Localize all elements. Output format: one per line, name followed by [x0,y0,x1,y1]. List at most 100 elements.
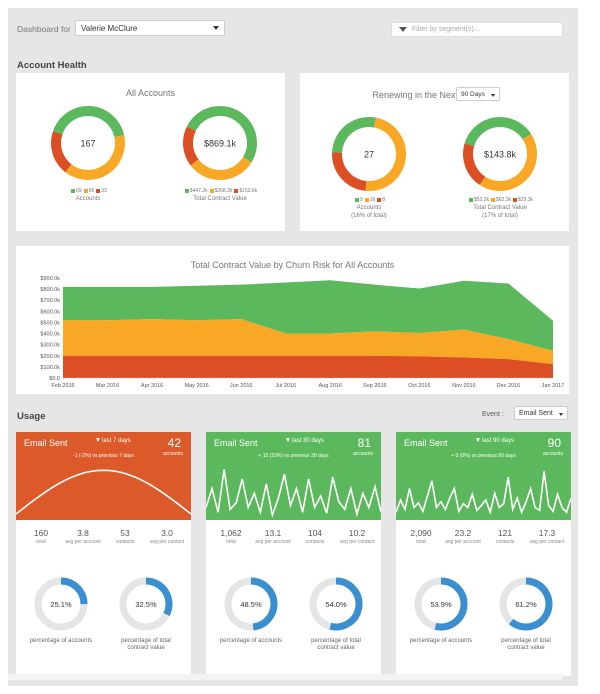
renewing-tcv-donut: $143.8k [463,117,537,191]
area-series [63,280,553,351]
usage-card-count: 90 [547,436,561,450]
y-tick-label: $100.0k [40,365,60,371]
filter-icon [399,27,407,32]
legend-value: $62.3k [495,197,511,203]
legend-swatch [377,197,382,202]
usage-stat-label: avg per account [255,539,291,545]
gauge-caption: percentage of accounts [409,638,473,644]
usage-stat: 10.2 avg per contact [337,528,377,545]
all-accounts-count: 167 [80,138,95,148]
usage-stats: 160 total 3.8 avg per account 53 contacts 3.0 a… [16,528,191,564]
usage-card-period[interactable]: last 30 days [286,438,324,444]
all-accounts-legend: 69 65 33 [43,188,133,194]
chart-title: Total Contract Value by Churn Risk for A… [190,260,395,270]
usage-stat-value: 17.3 [538,528,556,538]
donut-segment [51,131,72,173]
renewing-title: Renewing in the Next [372,90,458,100]
usage-stat-value: 104 [307,528,323,538]
usage-stat-label: total [416,539,426,545]
donut-segment [463,143,486,185]
legend-value: 16 [369,197,376,203]
renewing-tcv-value: $143.8k [484,149,517,159]
usage-card-period[interactable]: last 7 days [96,438,131,444]
event-select-value: Email Sent [519,410,553,417]
x-tick-label: Nov 2016 [452,383,476,389]
usage-card-title: Email Sent [214,438,258,448]
usage-stat-label: contacts [495,539,515,545]
usage-card: Email Sent last 30 days 81 accounts + 15… [206,432,381,676]
x-tick-label: Apr 2016 [141,383,163,389]
usage-stat-label: avg per contact [529,539,565,545]
area-series [63,319,553,365]
usage-card-count-label: accounts [352,451,373,457]
page-bottom-edge [8,674,562,680]
gauge-value: 25.1% [50,600,72,609]
x-tick-label: May 2016 [185,383,209,389]
usage-stat: 1,062 total [211,528,251,545]
y-tick-label: $0.0 [49,376,60,382]
renewing-tcv-caption: Total Contract Value (17% of total) [450,204,550,220]
usage-card-count: 42 [167,436,181,450]
renewing-accounts-caption-line2: (16% of total) [351,213,387,219]
usage-stat: 17.3 avg per contact [527,528,567,545]
gauge-fill [434,577,468,631]
usage-stat-label: contacts [115,539,135,545]
usage-gauge: 54.0% [309,577,363,631]
sparkline-path [396,471,571,516]
usage-stats: 1,062 total 13.1 avg per account 104 contacts… [206,528,381,564]
renewal-period-label: 90 Days [461,91,485,98]
donut-segment [464,117,532,147]
all-tcv-legend: $447.2k $268.2k $153.6k [175,188,265,194]
donut-segment [479,134,537,191]
chevron-down-icon [559,413,563,416]
usage-stat-value: 121 [497,528,513,538]
sparkline-path [206,469,381,519]
usage-stat: 3.0 avg per contact [147,528,187,545]
legend-swatch [83,188,88,193]
chevron-down-icon [491,94,495,97]
event-select[interactable]: Email Sent [514,406,568,420]
gauge-fill [508,577,553,631]
usage-title: Usage [17,411,46,422]
legend-value: $29.3k [518,197,534,203]
legend-value: $447.2k [189,188,208,194]
all-tcv-value: $869.1k [204,138,237,148]
legend-value: $52.2k [473,197,489,203]
usage-card-header: Email Sent last 30 days 81 accounts + 15… [206,432,381,520]
usage-stat-label: total [36,539,46,545]
legend-value: 9 [359,197,363,203]
top-bar: Dashboard for Valerie McClure Filter by … [8,8,578,48]
donut-segment [332,117,376,154]
all-tcv-caption: Total Contract Value [193,196,247,202]
usage-stat-value: 160 [33,528,49,538]
user-select[interactable]: Valerie McClure [75,20,225,36]
user-select-value: Valerie McClure [81,24,138,33]
gauge-value: 54.0% [325,600,347,609]
usage-stat-label: avg per account [445,539,481,545]
donut-segment [190,156,252,180]
renewing-card: Renewing in the Next 90 Days 27 9 16 8 Acc… [300,73,569,231]
usage-card-period-label: last 7 days [102,438,131,444]
usage-sparkline [396,471,571,516]
renewing-tcv-caption-line1: Total Contract Value [473,205,527,211]
x-tick-label: Jul 2016 [275,383,296,389]
usage-card: Email Sent last 90 days 90 accounts + 0 … [396,432,571,676]
usage-card-header: Email Sent last 90 days 90 accounts + 0 … [396,432,571,520]
all-accounts-card: All Accounts 167 69 65 33 Accounts $869.1k… [16,73,285,231]
gauge-caption: percentage of total contract value [501,638,551,651]
renewal-period-button[interactable]: 90 Days [456,87,500,101]
gauge-fill [145,577,173,617]
segment-filter-input[interactable]: Filter by segment(s)... [391,22,563,37]
x-tick-label: Feb 2016 [51,383,74,389]
caret-down-icon [286,438,290,442]
dashboard-for-label: Dashboard for [17,24,71,34]
all-accounts-donut: 167 [51,106,125,180]
x-tick-label: Mar 2016 [96,383,119,389]
legend-value: 33 [101,188,107,194]
all-tcv-donut: $869.1k [183,106,257,180]
usage-gauge: 53.9% [414,577,468,631]
usage-stat-label: avg per contact [149,539,185,545]
renewing-accounts-legend: 9 16 8 [324,197,414,203]
usage-gauge: 48.5% [224,577,278,631]
usage-card-period[interactable]: last 90 days [476,438,514,444]
